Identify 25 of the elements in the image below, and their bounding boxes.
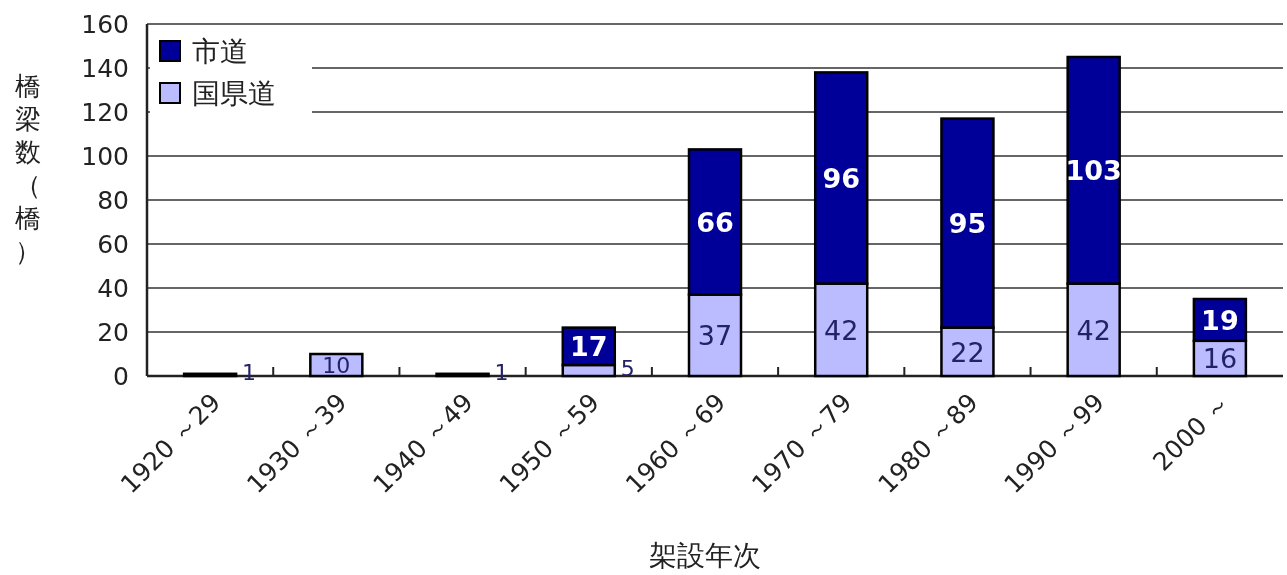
y-tick-label: 160 [81, 10, 129, 39]
y-axis-title: 橋梁数（橋） [15, 71, 41, 266]
y-tick-label: 20 [97, 318, 129, 347]
legend-label: 国県道 [192, 77, 276, 110]
data-label: 17 [569, 331, 608, 363]
data-label: 16 [1202, 343, 1238, 375]
y-tick-label: 120 [81, 98, 129, 127]
x-axis-title: 架設年次 [649, 539, 761, 572]
data-label: 19 [1201, 304, 1239, 336]
data-label: 37 [697, 320, 733, 352]
y-tick-label: 140 [81, 54, 129, 83]
y-tick-label: 100 [81, 142, 129, 171]
data-label: 42 [824, 314, 859, 346]
data-label: 5 [620, 355, 635, 381]
y-tick-label: 0 [113, 362, 129, 391]
data-label: 42 [1076, 314, 1111, 346]
data-label: 96 [822, 162, 861, 194]
legend-label: 市道 [192, 35, 248, 68]
y-tick-label: 80 [97, 186, 129, 215]
y-tick-label: 40 [97, 274, 129, 303]
y-tick-label: 60 [97, 230, 129, 259]
data-label: 10 [322, 353, 351, 379]
data-label: 95 [948, 208, 987, 240]
data-label: 66 [696, 206, 734, 238]
data-label: 22 [950, 336, 985, 368]
